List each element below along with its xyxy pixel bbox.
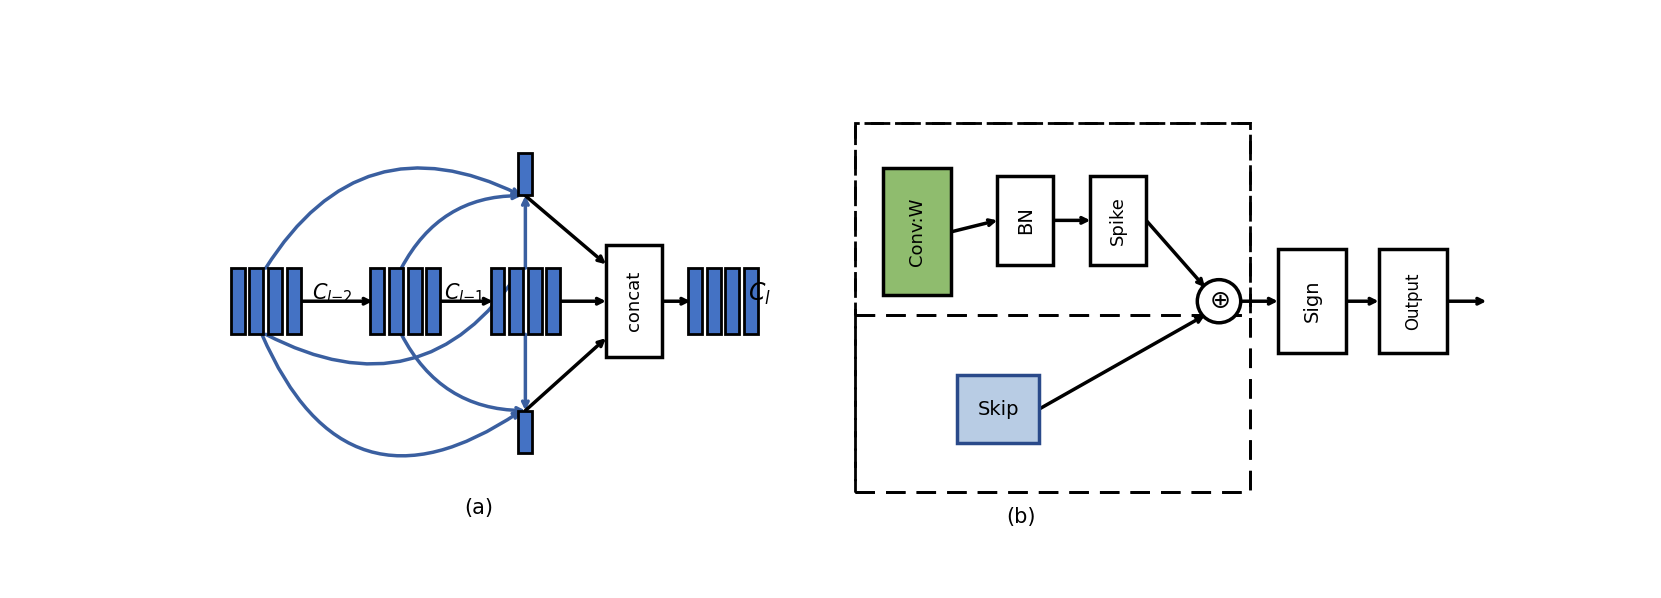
Text: $\mathit{C}_{l}$: $\mathit{C}_{l}$ bbox=[747, 280, 771, 307]
Bar bbox=[370, 269, 384, 334]
Text: BN: BN bbox=[1017, 206, 1035, 234]
Bar bbox=[855, 315, 1251, 492]
Bar bbox=[389, 269, 404, 334]
Bar bbox=[706, 269, 721, 334]
Bar bbox=[997, 176, 1053, 265]
Bar bbox=[855, 123, 1251, 492]
Text: Skip: Skip bbox=[977, 399, 1018, 419]
Bar bbox=[267, 269, 282, 334]
Bar bbox=[407, 269, 422, 334]
Bar bbox=[882, 169, 950, 295]
Bar bbox=[744, 269, 757, 334]
Text: (b): (b) bbox=[1007, 507, 1036, 527]
Bar bbox=[546, 269, 560, 334]
Bar bbox=[726, 269, 739, 334]
Circle shape bbox=[1198, 280, 1241, 323]
Bar bbox=[688, 269, 703, 334]
Bar bbox=[1379, 249, 1447, 353]
Text: Output: Output bbox=[1404, 273, 1422, 330]
Text: (a): (a) bbox=[465, 498, 493, 518]
Text: Conv:W: Conv:W bbox=[909, 198, 925, 266]
Bar bbox=[957, 375, 1038, 443]
Bar bbox=[249, 269, 264, 334]
Bar bbox=[528, 269, 541, 334]
Bar bbox=[510, 269, 523, 334]
Text: concat: concat bbox=[625, 271, 643, 331]
Bar bbox=[518, 411, 532, 453]
Text: $\mathit{C}_{l\mathit{-1}}$: $\mathit{C}_{l\mathit{-1}}$ bbox=[443, 282, 485, 306]
Bar bbox=[1277, 249, 1345, 353]
Bar bbox=[1090, 176, 1146, 265]
Text: Sign: Sign bbox=[1302, 280, 1322, 322]
Text: Spike: Spike bbox=[1110, 196, 1128, 245]
Text: $\oplus$: $\oplus$ bbox=[1209, 289, 1229, 313]
Text: $\mathit{C}_{l\mathit{-2}}$: $\mathit{C}_{l\mathit{-2}}$ bbox=[312, 282, 354, 306]
Bar bbox=[606, 245, 661, 357]
Bar bbox=[855, 123, 1251, 315]
Bar bbox=[518, 153, 532, 196]
Bar bbox=[231, 269, 244, 334]
Bar bbox=[427, 269, 440, 334]
Bar bbox=[287, 269, 301, 334]
Bar bbox=[490, 269, 505, 334]
